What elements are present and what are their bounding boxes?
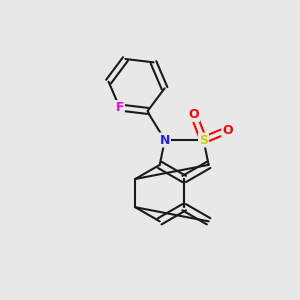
Text: N: N: [160, 134, 170, 146]
Text: O: O: [188, 108, 199, 121]
Text: O: O: [222, 124, 233, 136]
Text: F: F: [116, 101, 124, 114]
Text: S: S: [199, 134, 208, 146]
